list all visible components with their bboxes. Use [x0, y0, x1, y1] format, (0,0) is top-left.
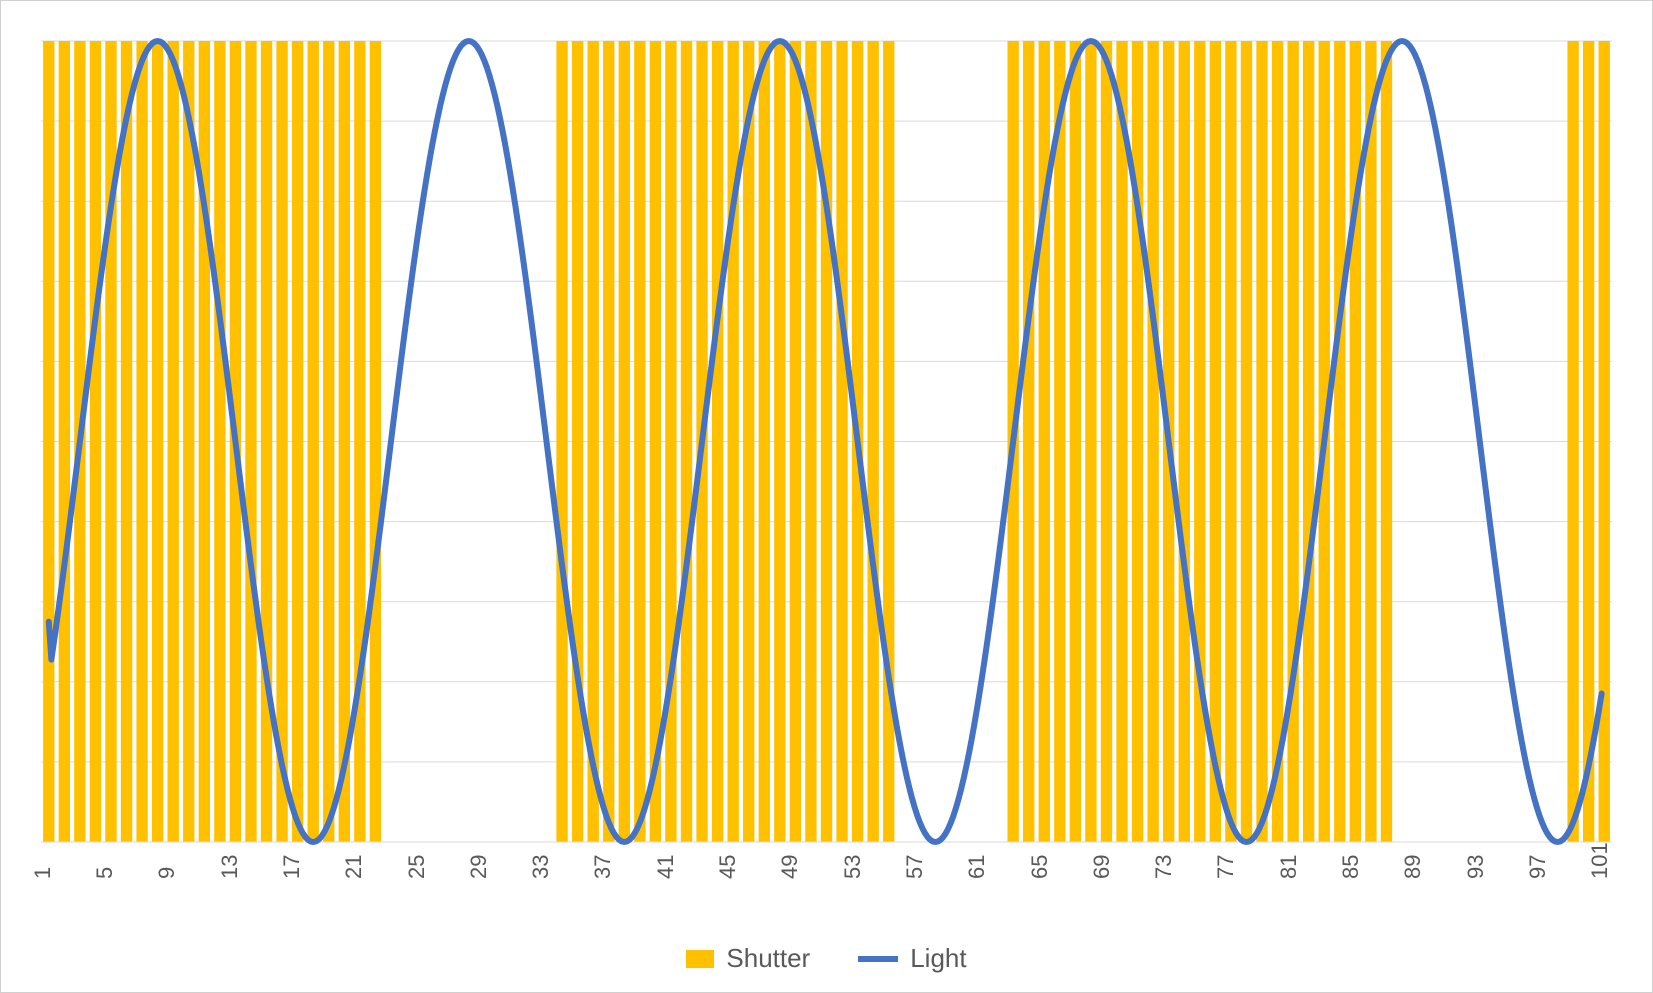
x-tick-label: 89: [1400, 855, 1426, 879]
shutter-bars: [43, 41, 1610, 842]
legend-item-light: Light: [858, 943, 966, 974]
x-tick-label: 61: [964, 855, 990, 879]
x-tick-label: 37: [590, 855, 616, 879]
x-tick-label: 57: [902, 855, 928, 879]
x-tick-label: 73: [1151, 855, 1177, 879]
x-tick-label: 93: [1463, 855, 1489, 879]
x-tick-label: 25: [404, 855, 430, 879]
x-tick-label: 69: [1089, 855, 1115, 879]
x-tick-label: 1: [30, 867, 56, 879]
x-tick-label: 5: [92, 867, 118, 879]
x-tick-label: 29: [466, 855, 492, 879]
chart-container: 1 5 9 13 17 21 25 29 33 37 41 45 49 53 57 61 65 69 73 77 81 8…: [0, 0, 1653, 993]
x-tick-label: 97: [1525, 855, 1551, 879]
legend-item-shutter: Shutter: [686, 943, 810, 974]
x-axis-ticks: 1591317212529333741454953576165697377818…: [41, 842, 1612, 897]
x-tick-label: 77: [1213, 855, 1239, 879]
plot-area: [41, 41, 1612, 842]
x-tick-label: 85: [1338, 855, 1364, 879]
legend: Shutter Light: [1, 943, 1652, 974]
plot-svg: [41, 41, 1612, 842]
x-tick-label: 21: [341, 855, 367, 879]
x-tick-label: 53: [840, 855, 866, 879]
x-tick-label: 13: [217, 855, 243, 879]
x-tick-label: 101: [1587, 842, 1613, 879]
x-tick-label: 17: [279, 855, 305, 879]
x-tick-label: 41: [653, 855, 679, 879]
x-tick-label: 81: [1276, 855, 1302, 879]
x-tick-label: 33: [528, 855, 554, 879]
x-tick-label: 9: [154, 867, 180, 879]
legend-label-light: Light: [910, 943, 966, 974]
legend-label-shutter: Shutter: [726, 943, 810, 974]
legend-swatch-shutter: [686, 950, 714, 968]
x-tick-label: 65: [1027, 855, 1053, 879]
x-tick-label: 49: [777, 855, 803, 879]
legend-swatch-light: [858, 956, 898, 962]
x-tick-label: 45: [715, 855, 741, 879]
